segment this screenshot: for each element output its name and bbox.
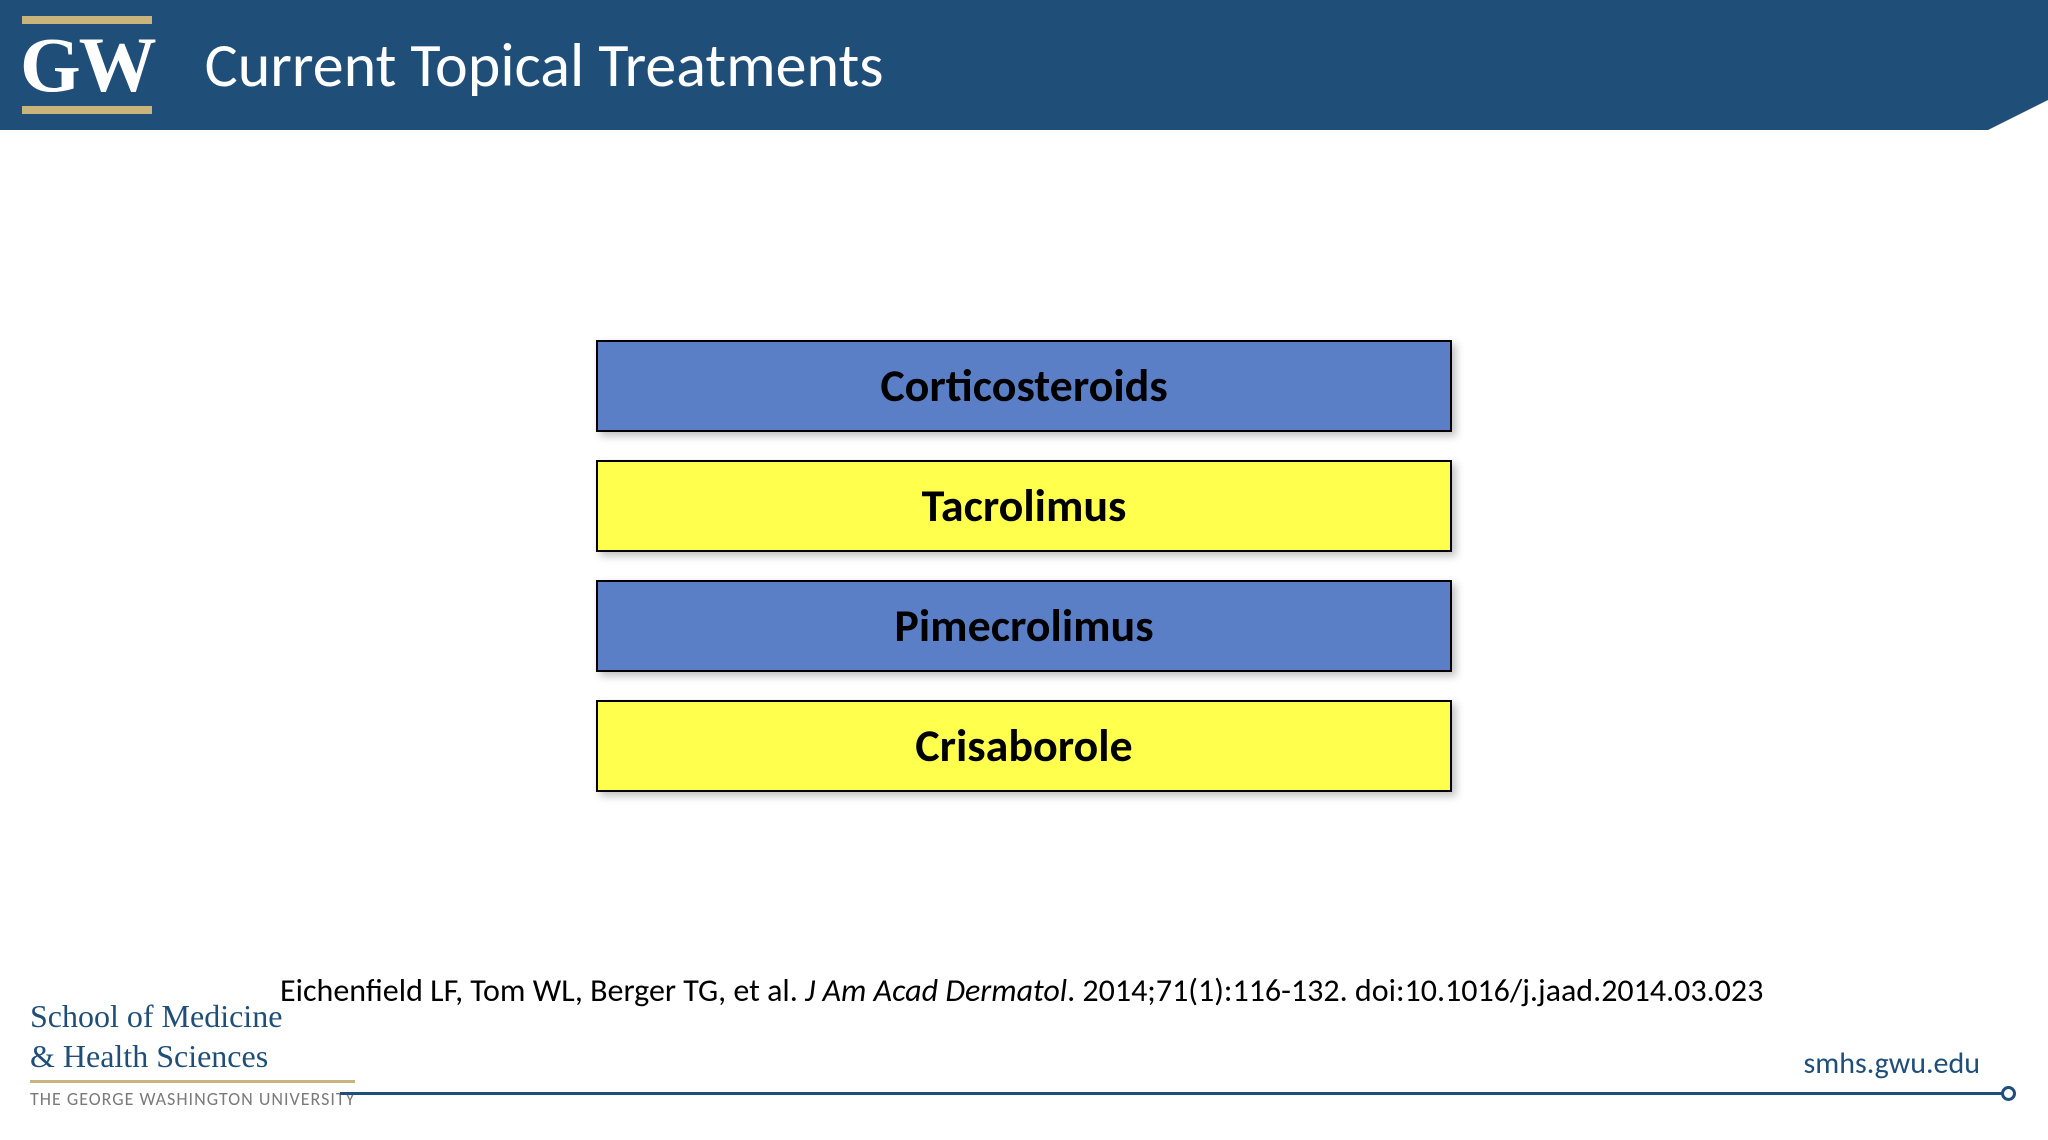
citation-rest: . 2014;71(1):116-132. doi:10.1016/j.jaad… [1067,971,1763,1010]
logo-accent-bottom [22,106,152,114]
citation: Eichenfield LF, Tom WL, Berger TG, et al… [280,971,1763,1010]
treatment-box: Pimecrolimus [596,580,1452,672]
institution-line2: & Health Sciences [30,1036,355,1076]
logo-text: GW [20,26,155,104]
citation-authors: Eichenfield LF, Tom WL, Berger TG, et al… [280,971,805,1010]
header-bar: GW Current Topical Treatments [0,0,2048,130]
treatment-label: Corticosteroids [880,358,1167,414]
treatment-label: Crisaborole [915,718,1132,774]
footer: Eichenfield LF, Tom WL, Berger TG, et al… [0,960,2048,1140]
institution-block: School of Medicine & Health Sciences THE… [30,996,355,1111]
treatment-box: Tacrolimus [596,460,1452,552]
treatment-label: Pimecrolimus [894,598,1153,654]
footer-url: smhs.gwu.edu [1796,1045,1988,1082]
treatment-box: Crisaborole [596,700,1452,792]
header-notch [1988,100,2048,130]
slide-title: Current Topical Treatments [205,27,884,103]
treatment-list: Corticosteroids Tacrolimus Pimecrolimus … [0,340,2048,792]
treatment-box: Corticosteroids [596,340,1452,432]
footer-divider-dot-icon [2001,1086,2016,1101]
treatment-label: Tacrolimus [922,478,1127,534]
citation-journal: J Am Acad Dermatol [805,971,1067,1010]
logo: GW [20,16,155,114]
footer-divider [340,1092,2008,1095]
institution-line1: School of Medicine [30,996,355,1036]
institution-line3: THE GEORGE WASHINGTON UNIVERSITY [30,1080,355,1111]
